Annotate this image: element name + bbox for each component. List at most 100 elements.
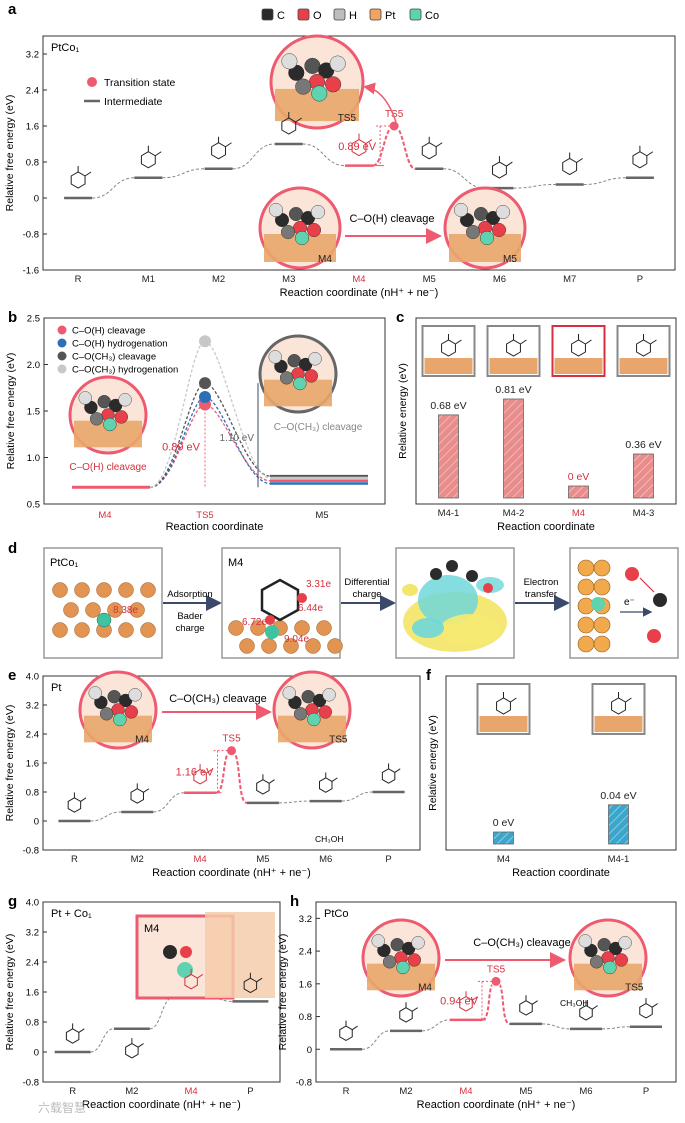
a-ytick-label: 1.6	[26, 122, 39, 133]
a-ts5-atom	[304, 57, 321, 74]
e-ch3oh: CH₃OH	[315, 834, 344, 844]
legend-label-c: C	[277, 10, 285, 22]
d-pt-atom	[74, 582, 90, 598]
b-legend-label-2: C–O(CH₃) cleavage	[72, 352, 156, 363]
g-m4-molecule-bond	[197, 974, 204, 979]
a-xcat-m7: M7	[563, 274, 576, 285]
g-ytick-label: -0.8	[23, 1078, 39, 1089]
b-legend-marker-0	[57, 325, 67, 335]
h-ytick-label: 2.4	[299, 947, 312, 958]
d-o-atom-1	[265, 615, 275, 625]
b-legend-label-3: C–O(CH₃) hydrogenation	[72, 365, 178, 376]
e-ytick-label: 2.4	[26, 730, 39, 741]
a-m3-molecule-bond	[295, 117, 302, 123]
legend-label-co: Co	[425, 10, 439, 22]
h-m4-bubble-label: M4	[418, 982, 432, 993]
d-diff-density	[402, 560, 507, 652]
g-r-molecule-ring	[65, 1028, 80, 1044]
g-m2-molecule-bond	[137, 1043, 144, 1048]
a-connector	[513, 184, 556, 189]
a-xcat-m4: M4	[352, 274, 365, 285]
d-box-ptco1	[43, 547, 163, 659]
h-ytick-label: 0	[307, 1045, 312, 1056]
h-connector	[601, 1026, 631, 1030]
g-ytick-label: 0.8	[26, 1018, 39, 1029]
b-series-path-1	[149, 396, 271, 488]
legend-swatch-o	[297, 8, 310, 21]
a-m4-atom	[269, 202, 284, 217]
a-frame	[42, 35, 676, 271]
b-right-label: C–O(CH₃) cleavage	[274, 422, 363, 433]
d-transfer-pt	[577, 616, 595, 634]
a-connector	[443, 168, 486, 189]
b-legend-label-1: C–O(H) hydrogenation	[72, 339, 168, 350]
c-ylabel: Relative energy (eV)	[397, 363, 409, 459]
b-xlabel: Reaction coordinate	[166, 521, 264, 533]
c-thumb-3-molecule-bond	[650, 339, 657, 345]
a-m4-molecule-bond	[365, 139, 373, 145]
chart-e: 4.0 3.2 2.4 1.6 0.8 0 -0.8 Relative free energy…	[4, 670, 421, 879]
d-label-charge1: charge	[175, 623, 204, 634]
h-frame	[315, 901, 677, 1083]
a-ts-path	[372, 124, 416, 170]
h-p-molecule-ring	[639, 1002, 653, 1019]
d-transfer-pt	[593, 635, 611, 653]
e-m6-molecule-ring	[319, 777, 333, 793]
panel-letter-b: b	[8, 309, 17, 326]
c-xlabel: Reaction coordinate	[497, 521, 595, 533]
e-ytick-label: 4.0	[26, 672, 39, 683]
d-pt-atom	[107, 602, 123, 618]
a-connector	[162, 168, 205, 179]
h-title: PtCo	[324, 908, 348, 920]
a-xcat-p: P	[637, 274, 643, 285]
d-pt-atom-2	[316, 620, 332, 636]
d-pt-atom	[96, 582, 112, 598]
h-xcat-r: R	[343, 1086, 350, 1097]
b-ytick-label: 2.0	[27, 360, 40, 371]
d-transfer-pt	[593, 559, 611, 577]
e-ts5-atom	[301, 690, 315, 704]
g-ytick-label: 3.2	[26, 928, 39, 939]
d-label-bader: Bader	[177, 611, 202, 622]
d-transfer-scheme	[577, 559, 667, 653]
b-right-atom	[268, 350, 282, 364]
d-label-charge2: charge	[352, 589, 381, 600]
a-cleavage-label: C–O(H) cleavage	[350, 213, 435, 225]
d-transfer-pt	[593, 578, 611, 596]
a-connector	[92, 177, 135, 199]
c-bar-m4-1	[438, 414, 459, 499]
e-p-molecule-ring	[381, 768, 396, 784]
d-transfer-pt	[593, 616, 611, 634]
panel-letter-h: h	[290, 893, 299, 910]
a-m2-molecule-ring	[211, 142, 226, 160]
e-xcat-p: P	[385, 854, 391, 865]
d-co-atom	[96, 612, 112, 628]
e-m4-atom	[124, 705, 138, 719]
e-ytick-label: 0.8	[26, 788, 39, 799]
e-ytick-label: 3.2	[26, 701, 39, 712]
a-m5-atom	[466, 224, 481, 239]
b-right-atom	[279, 371, 294, 385]
h-m5-molecule-ring	[519, 1000, 533, 1016]
a-m5-bubble-label: M5	[503, 254, 517, 265]
c-bar-label-1: 0.81 eV	[495, 384, 531, 396]
panel-d: PtCo₁ 8.38e Adsorption Bader charge M4 3…	[43, 547, 679, 659]
c-xcat-1: M4-2	[503, 508, 525, 519]
e-ts5-atom	[282, 686, 296, 700]
h-xcat-m4: M4	[459, 1086, 472, 1097]
a-r-molecule-bond	[84, 171, 92, 177]
d-transfer-o1	[625, 567, 639, 581]
d-pt-atom	[74, 622, 90, 638]
d-pt-atom-2	[294, 620, 310, 636]
e-connector	[341, 791, 373, 802]
c-thumb-slab-3	[619, 358, 668, 374]
e-xlabel: Reaction coordinate (nH⁺ + ne⁻)	[152, 867, 311, 879]
d-pt-atom-2	[228, 620, 244, 636]
a-m7-molecule-bond	[576, 158, 583, 163]
h-m6-molecule-bond	[591, 1005, 598, 1010]
d-pt-atom	[118, 622, 134, 638]
b-right-atom	[293, 376, 307, 391]
e-xcat-m4: M4	[193, 854, 206, 865]
h-ts-label: TS5	[487, 964, 506, 975]
g-xlabel: Reaction coordinate (nH⁺ + ne⁻)	[82, 1099, 241, 1111]
